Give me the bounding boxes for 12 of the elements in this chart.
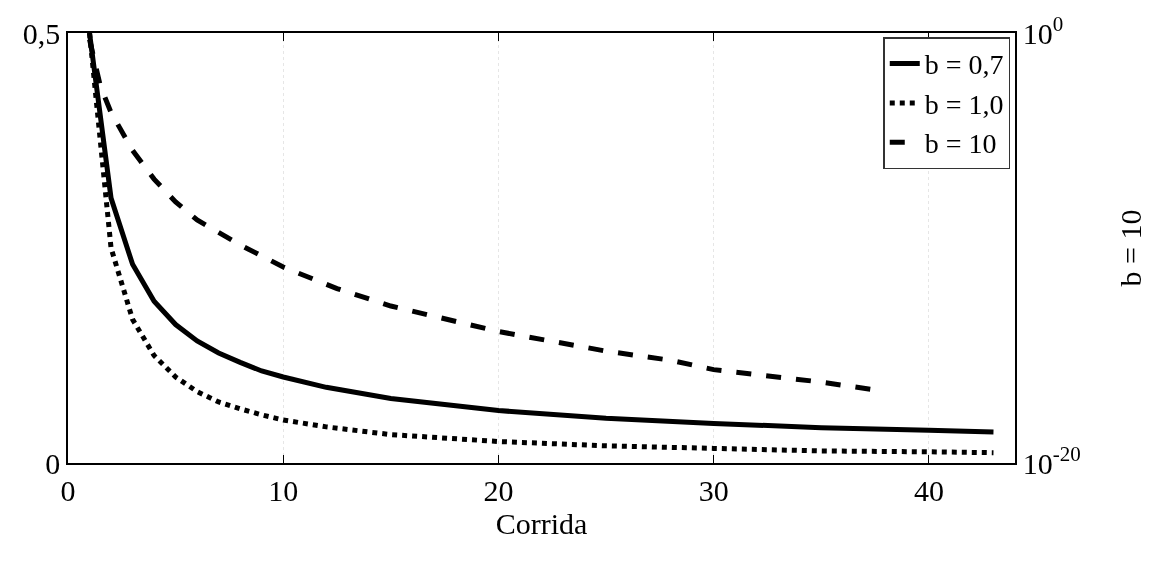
x-tick-label: 10 (268, 473, 299, 507)
y-tick-label: 0,5 (22, 16, 61, 50)
x-tick-label: 20 (483, 473, 514, 507)
legend-label: b = 0,7 (924, 49, 1004, 81)
y2-axis-title: b = 10 (1113, 209, 1147, 287)
legend-label: b = 1,0 (924, 88, 1004, 120)
x-tick-label: 30 (698, 473, 729, 507)
y2-tick-label: 10$^{0}$ (1022, 11, 1064, 50)
x-tick-label: 40 (913, 473, 944, 507)
y2-tick-label: 10$^{-20}$ (1022, 441, 1081, 480)
x-axis-title: Corrida (495, 506, 588, 540)
legend-label: b = 10 (924, 128, 997, 160)
